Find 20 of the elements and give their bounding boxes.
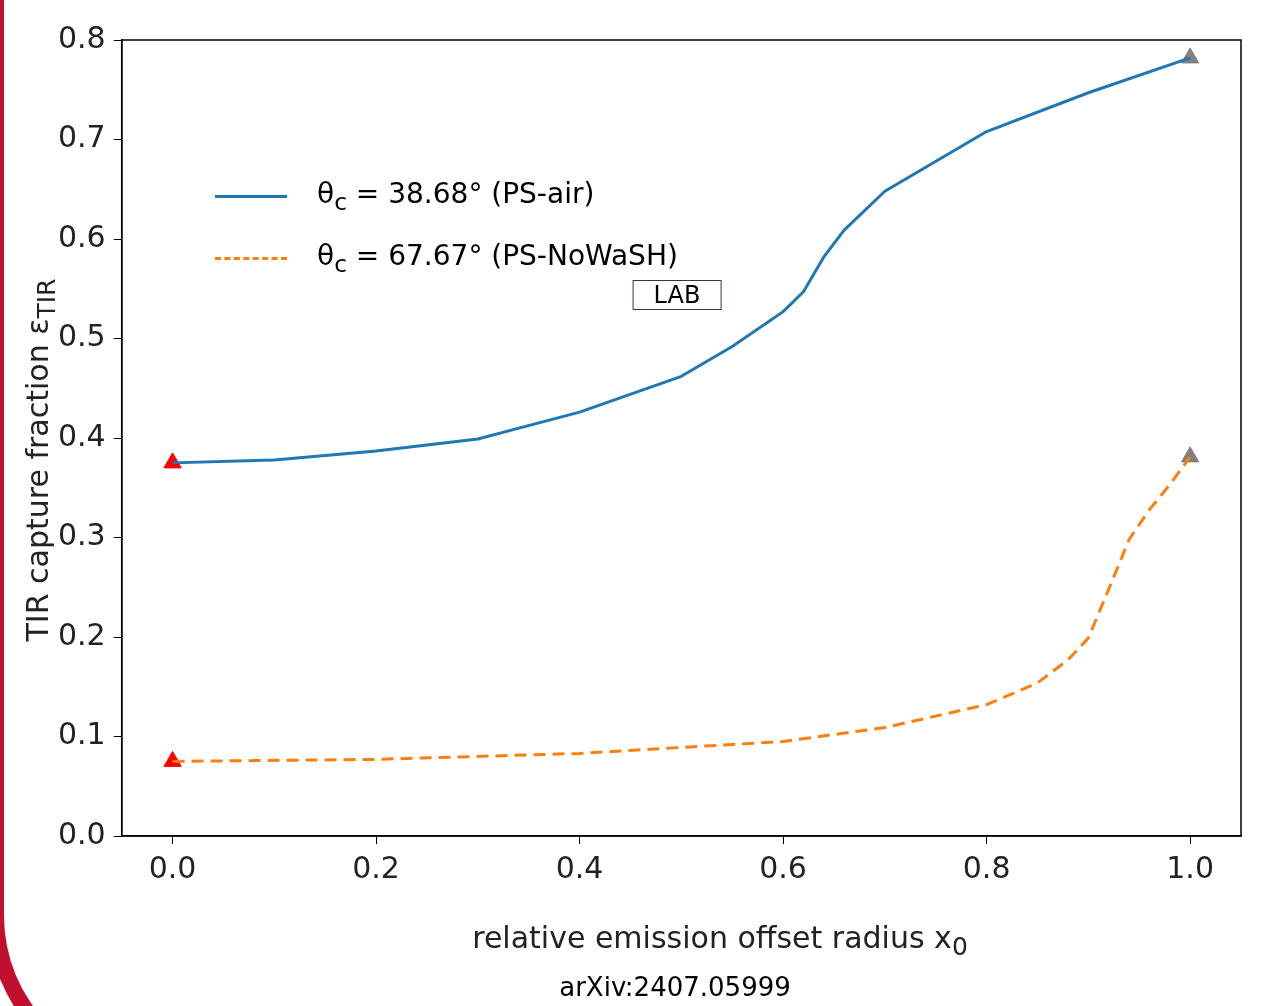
legend-label: θ$_{c}$ = 38.68° (PS-air) xyxy=(317,176,595,216)
x-axis-title: relative emission offset radius x$_{0}$ xyxy=(472,920,968,961)
y-tick-label: 0.7 xyxy=(57,119,106,155)
x-tick-label: 1.0 xyxy=(1166,849,1214,885)
y-tick-label: 0.5 xyxy=(57,318,106,354)
y-tick-label: 0.4 xyxy=(57,417,106,453)
x-tick-label: 0.8 xyxy=(962,849,1011,885)
legend-label: θ$_{c}$ = 67.67° (PS-NoWaSH) xyxy=(317,238,678,278)
x-tick-label: 0.6 xyxy=(759,849,807,885)
y-tick-label: 0.8 xyxy=(57,19,106,55)
x-tick-label: 0.2 xyxy=(352,849,400,885)
y-tick-label: 0.0 xyxy=(57,815,106,851)
annotation: LAB xyxy=(632,280,722,310)
y-tick-label: 0.2 xyxy=(57,616,106,652)
text: arXiv:2407.05999 xyxy=(559,972,791,1002)
x-tick-label: 0.4 xyxy=(555,849,604,885)
y-tick-label: 0.1 xyxy=(57,716,106,752)
y-tick-label: 0.6 xyxy=(57,218,106,254)
x-tick-label: 0.0 xyxy=(148,849,197,885)
y-tick-label: 0.3 xyxy=(57,517,106,553)
